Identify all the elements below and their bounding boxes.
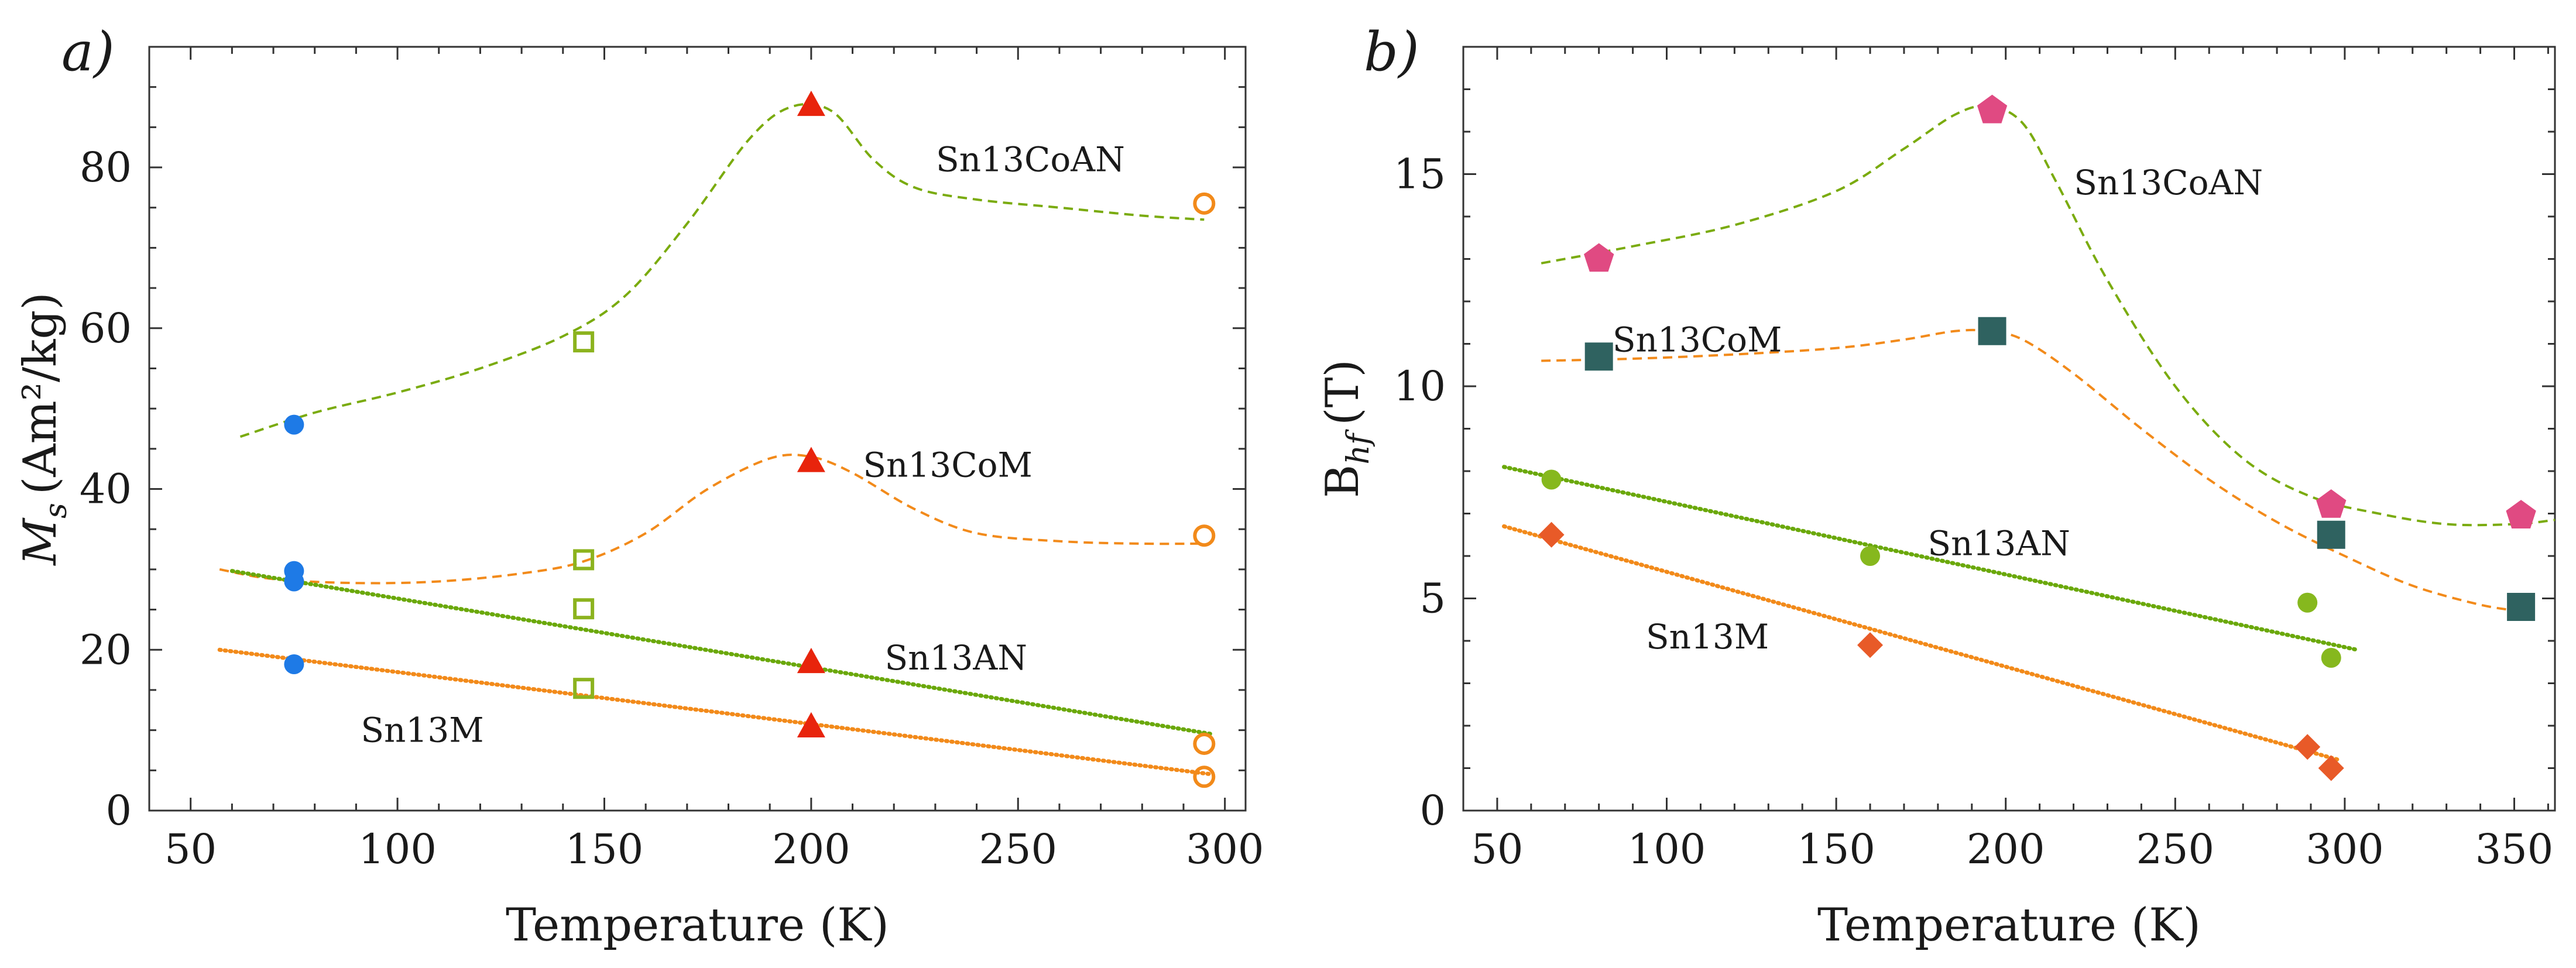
data-point xyxy=(2506,500,2536,528)
panel-label-b: b) xyxy=(1364,20,1419,83)
x-tick-label: 300 xyxy=(2306,825,2384,873)
curve-label-sn13an-b: Sn13AN xyxy=(1927,523,2070,563)
panel-a-plot: 50 100 150 200 250 300 0 20 40 60 80 Temperature (K… xyxy=(14,20,1264,952)
y-tick-label: 0 xyxy=(105,787,132,835)
data-point xyxy=(1860,546,1881,566)
y-axis-title-b: Bhf (T) xyxy=(1316,359,1376,498)
curve-sn13m-a xyxy=(217,647,1215,777)
curve-sn13coan-b xyxy=(1541,104,2556,527)
curve-label-sn13an-a: Sn13AN xyxy=(884,638,1027,678)
curve-sn13com-b xyxy=(1541,328,2522,613)
series-1-a xyxy=(573,331,595,699)
x-tick-label: 150 xyxy=(1797,825,1875,873)
x-tick-label: 300 xyxy=(1186,825,1264,873)
data-point xyxy=(2507,593,2536,621)
data-point xyxy=(284,654,304,674)
curve-sn13com-a xyxy=(219,454,1205,585)
series-3-b xyxy=(1538,521,2344,781)
x-tick-label: 150 xyxy=(565,825,644,873)
y-tick-label: 5 xyxy=(1419,575,1446,623)
x-tick-label: 250 xyxy=(2136,825,2214,873)
x-axis-title-a: Temperature (K) xyxy=(506,899,889,952)
curve-label-sn13m-b: Sn13M xyxy=(1646,617,1769,657)
data-point xyxy=(1584,243,1614,272)
series-2-b xyxy=(1541,469,2341,668)
series-0-b xyxy=(1584,94,2536,528)
data-point xyxy=(573,678,595,699)
x-tick-label: 200 xyxy=(1967,825,2045,873)
y-axis-subscript: s xyxy=(39,503,74,519)
y-tick-label: 10 xyxy=(1394,362,1446,410)
y-axis-title-a: Ms (Am²/kg) xyxy=(14,292,74,566)
y-tick-label: 0 xyxy=(1419,787,1446,835)
data-point xyxy=(1193,524,1216,547)
data-point xyxy=(1193,766,1216,788)
data-point xyxy=(2317,520,2345,549)
series-3-a xyxy=(1193,192,1216,788)
curve-label-sn13m-a: Sn13M xyxy=(361,710,483,750)
y-tick-label: 15 xyxy=(1394,150,1446,198)
data-point xyxy=(1193,732,1216,755)
curve-sn13an-a xyxy=(229,569,1215,736)
panel-label-a: a) xyxy=(61,20,115,83)
data-point xyxy=(1978,317,2006,345)
x-tick-label: 100 xyxy=(358,825,437,873)
y-axis-symbol: M xyxy=(14,517,67,567)
series-2-a xyxy=(797,90,825,737)
data-point xyxy=(573,549,595,571)
curve-label-sn13com-a: Sn13CoM xyxy=(863,445,1033,485)
y-tick-label: 20 xyxy=(80,626,132,674)
y-tick-label: 60 xyxy=(80,304,132,352)
ticks-a xyxy=(148,46,1246,812)
y-axis-subscript: hf xyxy=(1341,429,1376,464)
data-point xyxy=(284,414,304,435)
plot-frame-b xyxy=(1462,46,2556,812)
data-point xyxy=(573,331,595,353)
data-point xyxy=(284,571,304,592)
data-point xyxy=(2297,592,2318,613)
data-point xyxy=(797,447,825,472)
curve-label-sn13coan-a: Sn13CoAN xyxy=(936,139,1125,179)
data-point xyxy=(797,647,825,674)
plot-frame-a xyxy=(148,46,1247,812)
x-tick-label: 200 xyxy=(772,825,850,873)
x-tick-label: 50 xyxy=(1471,825,1523,873)
data-point xyxy=(1541,469,1562,490)
data-point xyxy=(1857,632,1884,658)
data-point xyxy=(2321,648,2341,668)
data-point xyxy=(2316,489,2347,518)
y-tick-label: 80 xyxy=(80,143,132,191)
data-point xyxy=(573,598,595,620)
data-point xyxy=(1193,192,1216,215)
ticks-b xyxy=(1462,46,2555,812)
series-1-b xyxy=(1584,317,2536,621)
curve-sn13m-b xyxy=(1502,524,2340,762)
series-0-a xyxy=(284,414,304,674)
x-tick-label: 350 xyxy=(2475,825,2554,873)
x-tick-label: 100 xyxy=(1628,825,1706,873)
y-tick-label: 40 xyxy=(80,465,132,513)
panel-b-plot: 50 100 150 200 250 300 350 0 5 10 15 Temperature (K… xyxy=(1316,20,2556,952)
data-point xyxy=(1538,521,1565,548)
data-point xyxy=(797,90,825,116)
x-tick-label: 50 xyxy=(164,825,217,873)
curve-label-sn13com-b: Sn13CoM xyxy=(1613,320,1782,359)
x-axis-title-b: Temperature (K) xyxy=(1817,899,2201,952)
y-axis-unit: (T) xyxy=(1316,359,1369,425)
y-axis-symbol: B xyxy=(1316,465,1369,498)
curve-sn13coan-a xyxy=(239,102,1205,438)
data-point xyxy=(797,712,825,737)
data-point xyxy=(1584,342,1613,371)
y-axis-unit: (Am²/kg) xyxy=(14,292,67,495)
data-point xyxy=(2294,734,2321,760)
curve-sn13an-b xyxy=(1502,465,2357,651)
data-point xyxy=(1977,94,2008,123)
curve-label-sn13coan-b: Sn13CoAN xyxy=(2074,163,2263,202)
data-point xyxy=(2318,755,2344,781)
x-tick-label: 250 xyxy=(979,825,1057,873)
